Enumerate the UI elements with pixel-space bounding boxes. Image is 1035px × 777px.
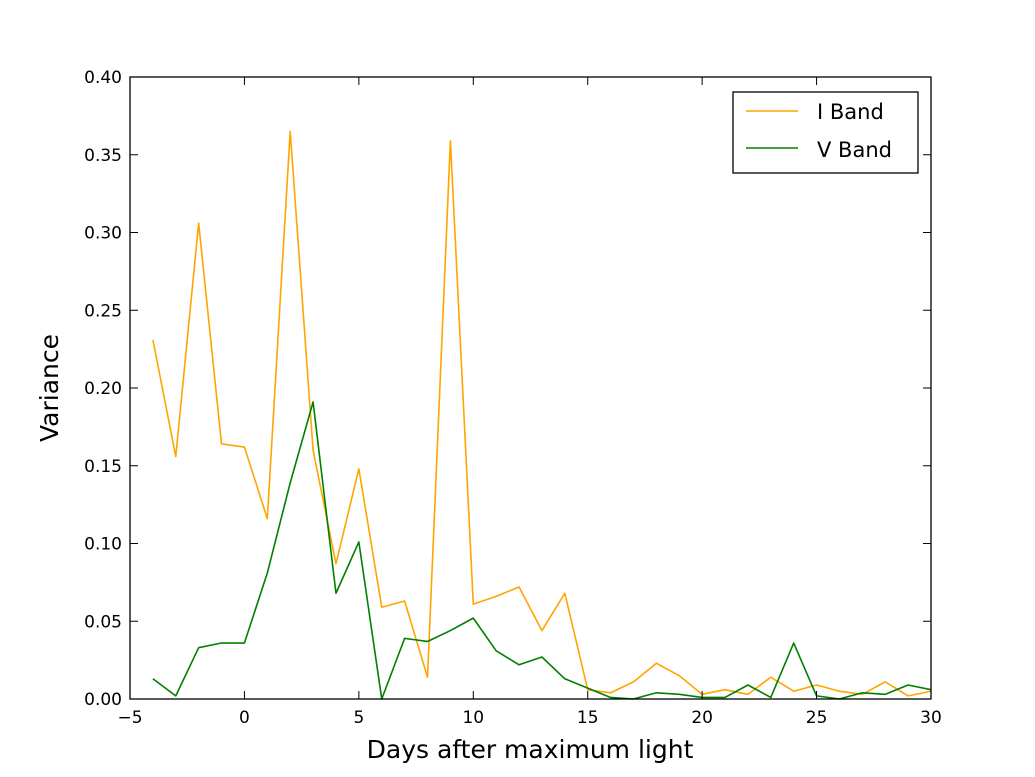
y-tick-label: 0.15	[84, 457, 122, 477]
x-tick-label: 30	[920, 708, 942, 728]
y-tick-label: 0.10	[84, 535, 122, 555]
series-line-i-band	[152, 130, 932, 697]
x-axis: −5 0 5 10 15 20 25 30	[117, 77, 942, 728]
series-layer	[152, 130, 932, 700]
x-axis-title: Days after maximum light	[367, 735, 694, 764]
x-tick-label: 25	[806, 708, 828, 728]
series-line-v-band	[152, 401, 932, 700]
y-tick-label: 0.05	[84, 612, 122, 632]
y-tick-label: 0.20	[84, 379, 122, 399]
x-tick-label: 15	[577, 708, 599, 728]
y-axis: 0.00 0.05 0.10 0.15 0.20 0.25 0.30 0.35 0.40	[84, 68, 931, 710]
legend-label-v-band: V Band	[817, 138, 892, 162]
y-tick-label: 0.25	[84, 301, 122, 321]
x-tick-label: −5	[117, 708, 142, 728]
y-axis-title: Variance	[35, 334, 64, 442]
y-tick-label: 0.00	[84, 690, 122, 710]
y-tick-label: 0.35	[84, 146, 122, 166]
x-tick-label: 5	[353, 708, 364, 728]
legend-label-i-band: I Band	[817, 100, 884, 124]
legend-box	[732, 91, 919, 174]
legend: I Band V Band	[732, 91, 919, 174]
y-tick-label: 0.40	[84, 68, 122, 88]
x-tick-label: 10	[462, 708, 484, 728]
y-tick-label: 0.30	[84, 224, 122, 244]
x-tick-label: 0	[239, 708, 250, 728]
x-tick-label: 20	[691, 708, 713, 728]
